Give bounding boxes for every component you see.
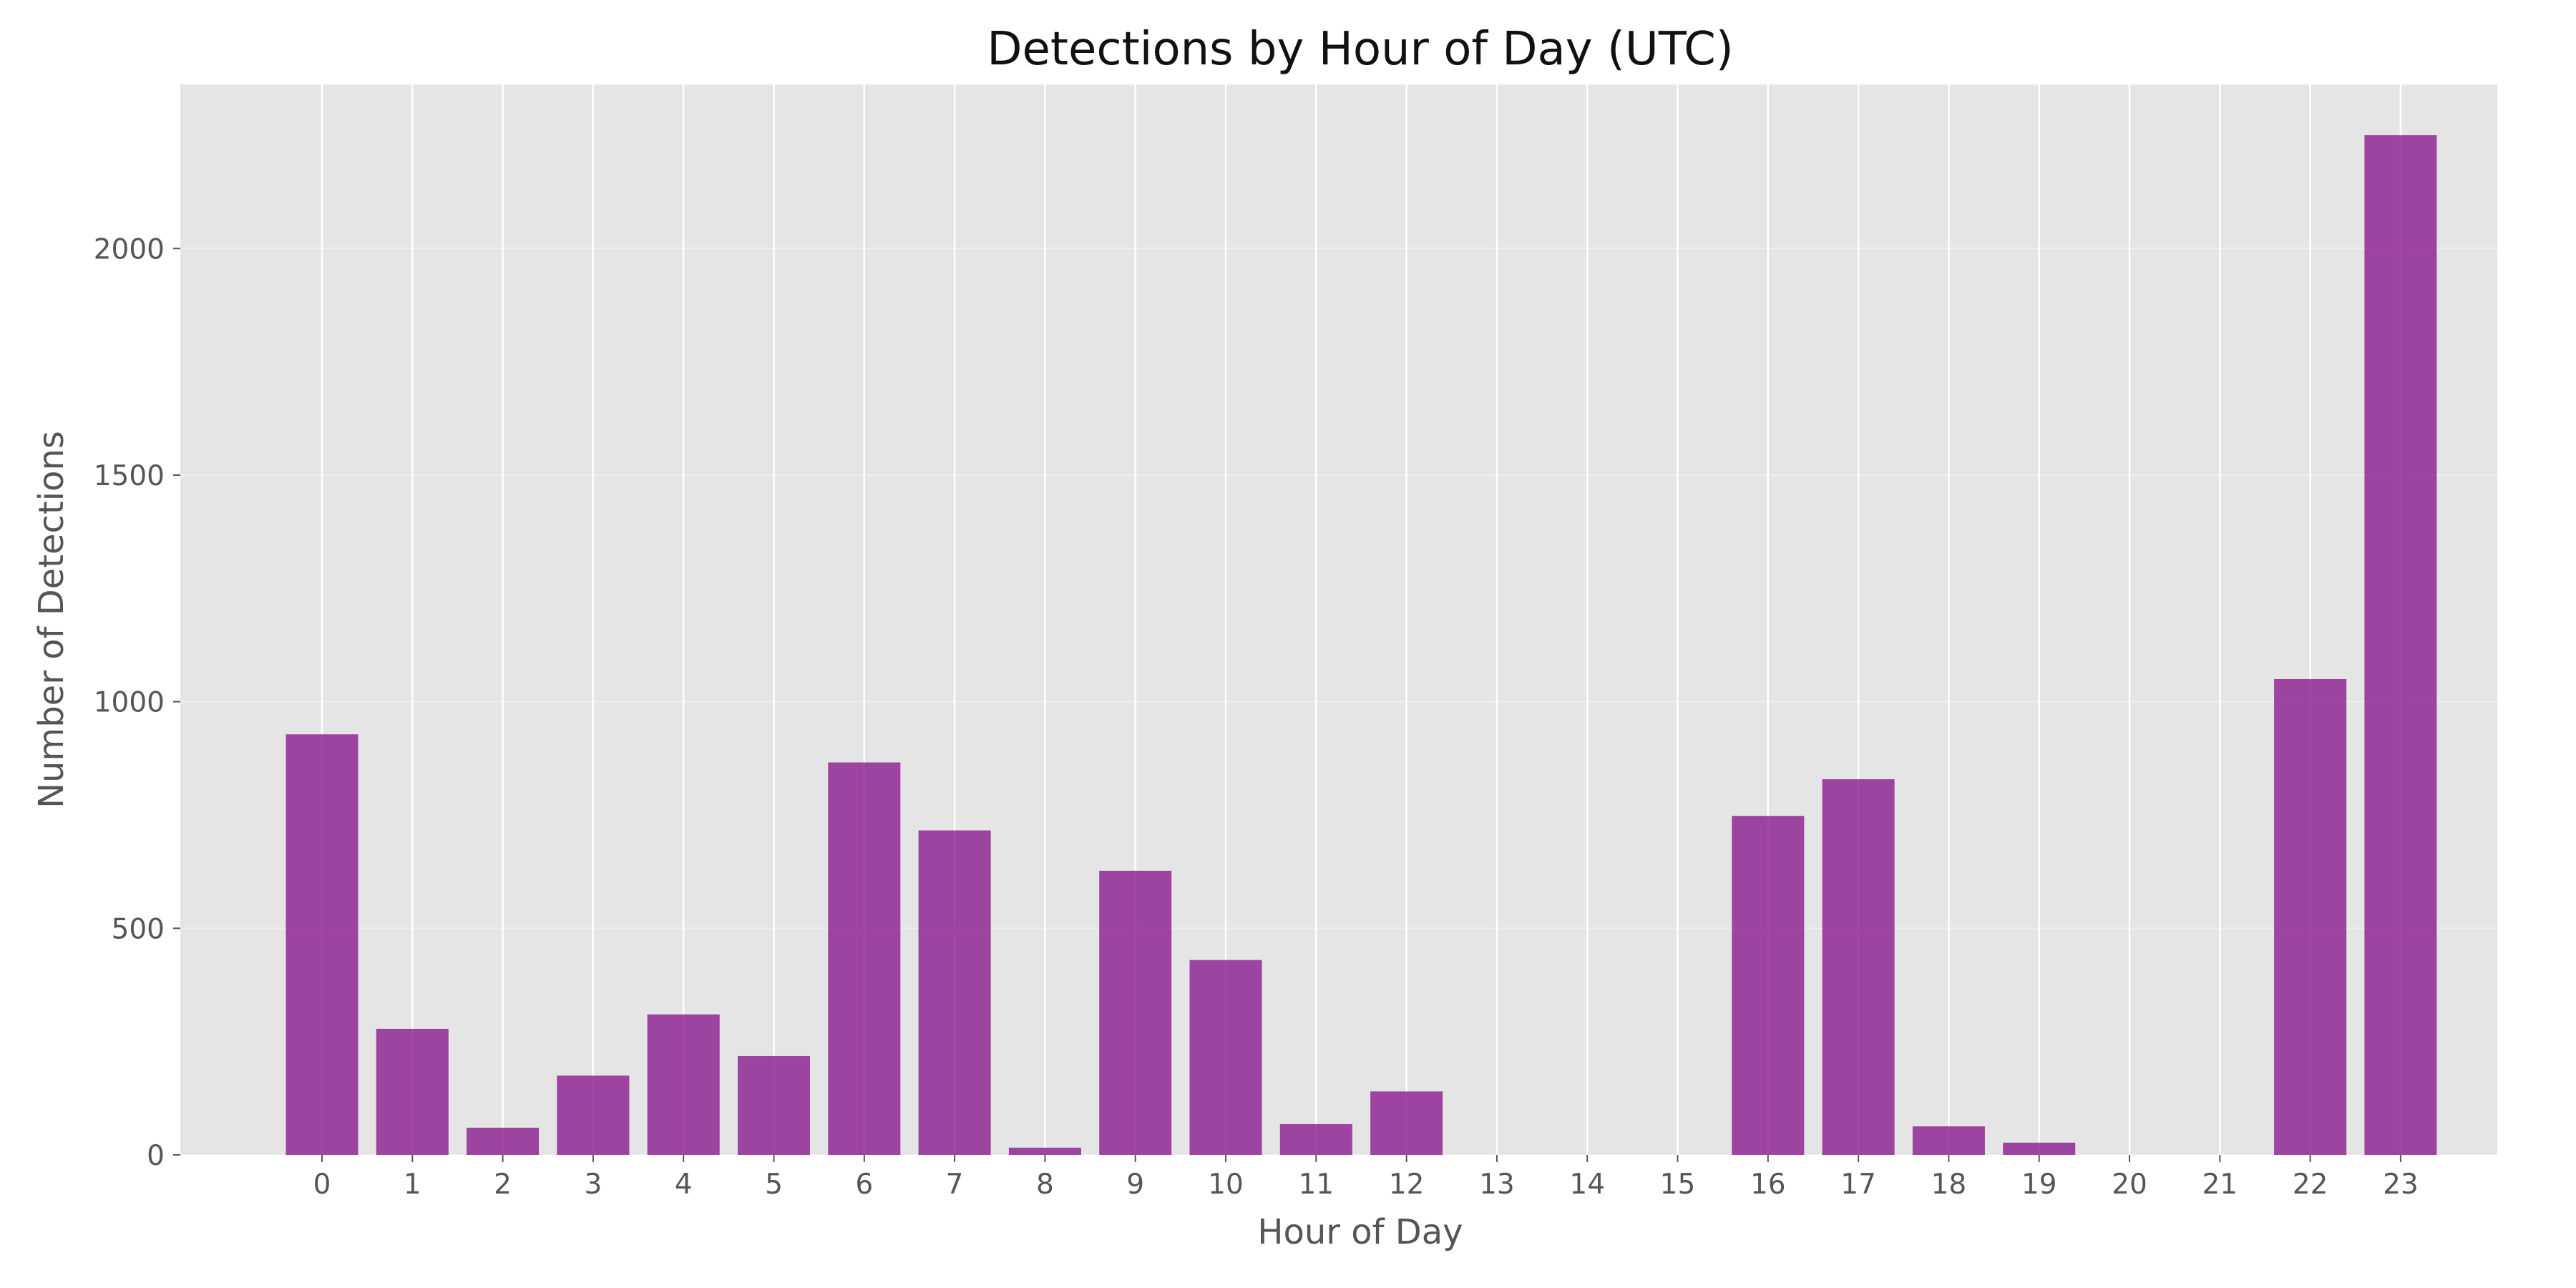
bar-hour-0: [286, 734, 358, 1155]
bar-hour-19: [2003, 1142, 2076, 1155]
bar-hour-16: [1732, 816, 1805, 1155]
bar-hour-12: [1370, 1091, 1443, 1155]
y-tick-label: 1000: [94, 687, 165, 719]
x-tick-label: 12: [1389, 1169, 1425, 1201]
y-tick-label: 0: [147, 1140, 165, 1172]
x-tick-label: 9: [1126, 1169, 1144, 1201]
bars: [286, 135, 2437, 1155]
x-tick-label: 18: [1931, 1169, 1967, 1201]
x-tick-label: 23: [2383, 1169, 2419, 1201]
x-tick-label: 20: [2112, 1169, 2147, 1201]
bar-hour-1: [376, 1028, 449, 1155]
chart-title: Detections by Hour of Day (UTC): [987, 23, 1734, 76]
y-tick-labels: 0 500 1000 1500 2000: [94, 233, 180, 1172]
x-tick-label: 17: [1840, 1169, 1876, 1201]
x-tick-label: 21: [2202, 1169, 2238, 1201]
bar-hour-3: [557, 1075, 630, 1155]
x-tick-label: 5: [765, 1169, 783, 1201]
x-tick-label: 22: [2293, 1169, 2328, 1201]
x-tick-label: 0: [313, 1169, 331, 1201]
bar-hour-6: [828, 762, 901, 1155]
y-tick-label: 2000: [94, 233, 165, 265]
bar-hour-17: [1822, 779, 1895, 1155]
x-tick-label: 10: [1208, 1169, 1244, 1201]
x-tick-label: 15: [1660, 1169, 1696, 1201]
x-tick-label: 3: [584, 1169, 602, 1201]
x-tick-label: 8: [1036, 1169, 1054, 1201]
bar-hour-4: [647, 1014, 720, 1155]
bar-hour-23: [2364, 135, 2437, 1155]
bar-hour-10: [1189, 960, 1262, 1155]
x-tick-label: 2: [494, 1169, 512, 1201]
x-axis-label: Hour of Day: [1257, 1212, 1463, 1252]
y-tick-label: 1500: [94, 460, 165, 492]
y-axis-label: Number of Detections: [31, 431, 72, 809]
bar-hour-7: [918, 830, 991, 1155]
x-tick-label: 7: [946, 1169, 964, 1201]
y-tick-label: 500: [112, 913, 165, 945]
plot-background: [180, 84, 2497, 1155]
bar-hour-2: [467, 1127, 540, 1155]
x-tick-label: 14: [1569, 1169, 1605, 1201]
x-tick-label: 4: [675, 1169, 693, 1201]
x-tick-label: 6: [855, 1169, 873, 1201]
x-tick-labels: 0 1 2 3 4 5 6 7 8 9 10 11 12 13 14 15 16 17 18 19 20 21 22 23: [313, 1155, 2419, 1201]
x-tick-label: 1: [404, 1169, 421, 1201]
x-tick-label: 16: [1750, 1169, 1786, 1201]
bar-hour-22: [2274, 678, 2347, 1155]
x-tick-label: 11: [1298, 1169, 1334, 1201]
x-tick-label: 19: [2021, 1169, 2057, 1201]
bar-hour-8: [1008, 1147, 1081, 1155]
bar-hour-5: [737, 1055, 811, 1155]
x-tick-label: 13: [1479, 1169, 1515, 1201]
bar-hour-18: [1912, 1126, 1985, 1155]
bar-hour-9: [1099, 870, 1172, 1155]
bar-hour-11: [1279, 1123, 1352, 1155]
